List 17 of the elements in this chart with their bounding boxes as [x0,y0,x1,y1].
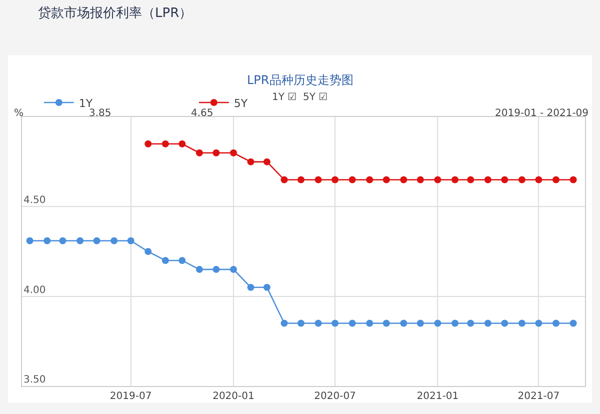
y-axis-title: % [14,108,24,119]
y-tick-label: 3.50 [24,374,46,386]
annotation: 4.65 [191,108,214,119]
x-tick-label: 2020-01 [212,391,254,402]
x-tick-label: 2019-07 [110,391,152,402]
annotation: 2019-01 - 2021-09 [495,108,589,119]
annotation: 3.85 [89,108,112,119]
chart-title: 贷款市场报价利率（LPR） [38,5,192,21]
x-tick-label: 2020-07 [314,391,356,402]
x-tick-label: 2021-07 [518,391,560,402]
legend-label: 1Y [78,96,93,110]
text: 1Y ☑ 5Y ☑ [272,92,328,103]
chart-subtitle: LPR品种历史走势图 [247,73,354,87]
y-tick-label: 4.50 [24,195,46,206]
legend-label: 5Y [234,96,248,110]
y-tick-label: 4.00 [24,284,46,296]
x-tick-label: 2021-01 [416,391,459,402]
